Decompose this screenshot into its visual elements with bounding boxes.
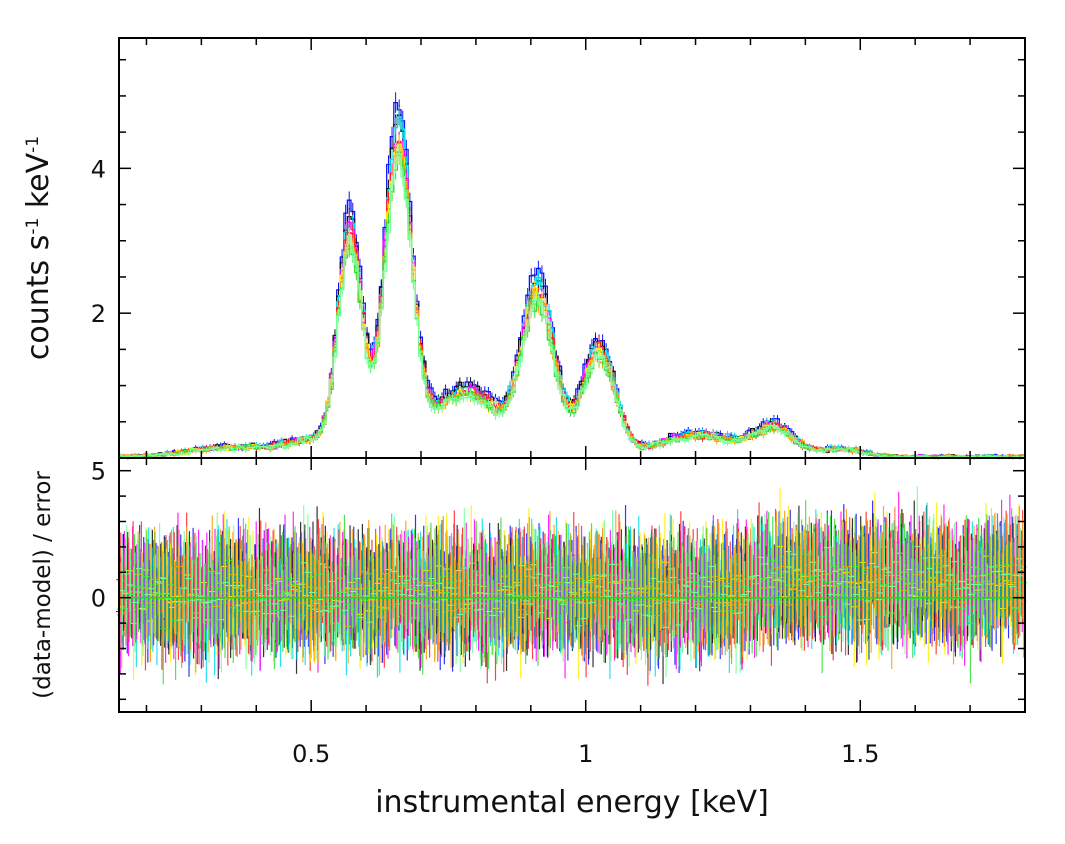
residual-series-group	[116, 486, 1028, 686]
spectrum-line	[119, 151, 1026, 459]
spectrum-line	[119, 153, 1026, 460]
spectrum-series	[119, 144, 1026, 461]
top-series-group	[119, 92, 1026, 461]
